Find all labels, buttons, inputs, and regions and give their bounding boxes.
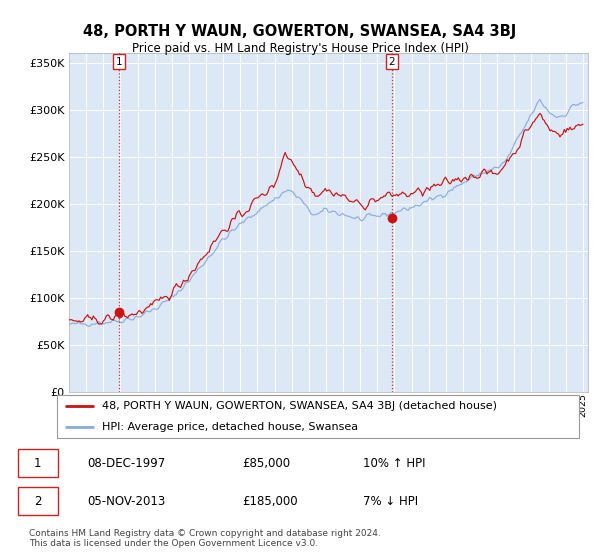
Text: HPI: Average price, detached house, Swansea: HPI: Average price, detached house, Swan… [101,422,358,432]
Text: 1: 1 [34,456,41,470]
Text: 48, PORTH Y WAUN, GOWERTON, SWANSEA, SA4 3BJ: 48, PORTH Y WAUN, GOWERTON, SWANSEA, SA4… [83,24,517,39]
Bar [18,449,58,477]
Text: 1: 1 [116,57,122,67]
Text: Price paid vs. HM Land Registry's House Price Index (HPI): Price paid vs. HM Land Registry's House … [131,42,469,55]
Text: 10% ↑ HPI: 10% ↑ HPI [364,456,426,470]
Text: 2: 2 [34,494,41,508]
Text: 48, PORTH Y WAUN, GOWERTON, SWANSEA, SA4 3BJ (detached house): 48, PORTH Y WAUN, GOWERTON, SWANSEA, SA4… [101,401,497,411]
Bar [18,487,58,515]
Text: Contains HM Land Registry data © Crown copyright and database right 2024.
This d: Contains HM Land Registry data © Crown c… [29,529,381,548]
Text: £85,000: £85,000 [242,456,290,470]
Text: 2: 2 [388,57,395,67]
Text: 05-NOV-2013: 05-NOV-2013 [87,494,165,508]
Text: £185,000: £185,000 [242,494,298,508]
Text: 08-DEC-1997: 08-DEC-1997 [87,456,165,470]
Text: 7% ↓ HPI: 7% ↓ HPI [364,494,418,508]
